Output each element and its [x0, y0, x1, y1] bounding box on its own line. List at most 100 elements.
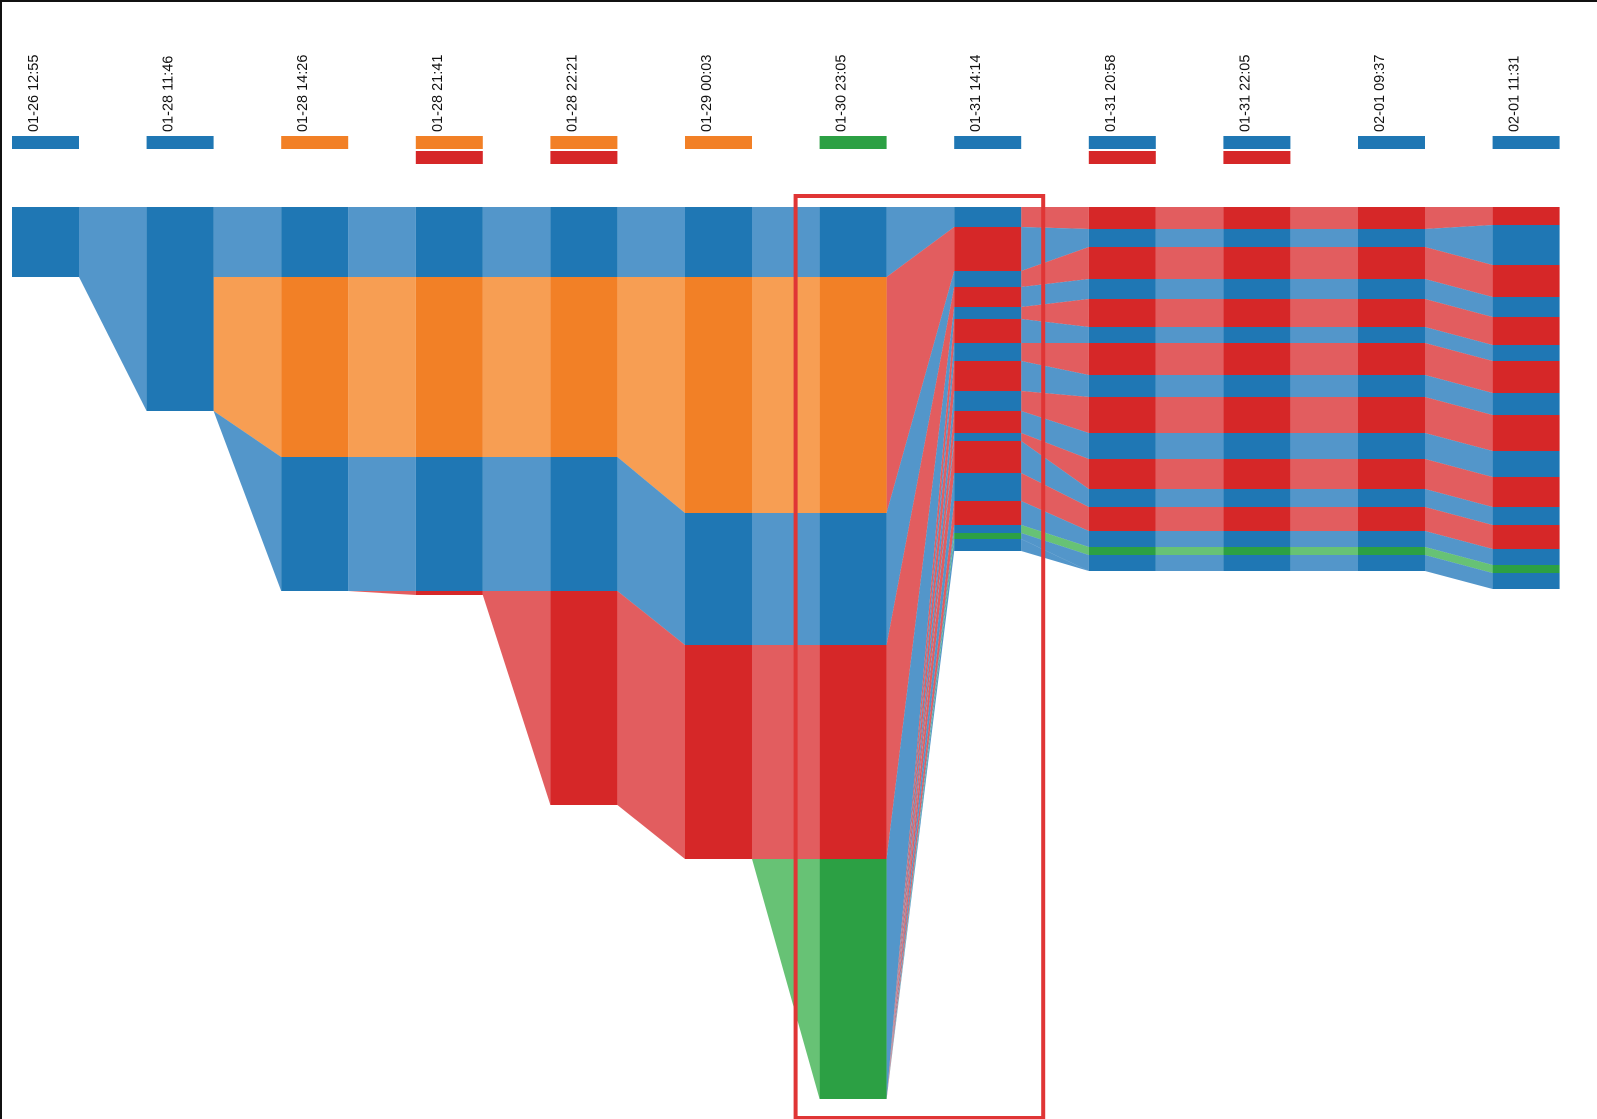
node-1-0 — [146, 207, 214, 277]
time-label-9: 01-31 22:05 — [1237, 55, 1253, 132]
node-9-4 — [1223, 299, 1291, 327]
flow-5-1 — [752, 277, 820, 513]
flow-9-2 — [1290, 247, 1358, 279]
flow-4-2 — [617, 457, 685, 645]
flow-8-5 — [1155, 327, 1224, 343]
flow-7-1 — [1021, 227, 1089, 271]
node-5-0 — [685, 207, 752, 277]
node-7-3 — [954, 287, 1022, 307]
flow-9-7 — [1290, 375, 1358, 397]
flow-10-14 — [1425, 547, 1493, 573]
flow-9-9 — [1290, 433, 1358, 459]
node-7-9 — [954, 411, 1022, 433]
node-7-8 — [954, 391, 1022, 411]
flow-6-7 — [886, 361, 955, 1099]
flow-7-0 — [1021, 207, 1089, 229]
node-9-15 — [1223, 555, 1291, 571]
node-10-5 — [1358, 327, 1425, 343]
time-label-4: 01-28 22:21 — [564, 55, 580, 132]
node-3-1 — [415, 277, 483, 457]
flow-9-12 — [1290, 507, 1358, 531]
node-11-6 — [1492, 361, 1560, 393]
flow-10-11 — [1425, 489, 1493, 525]
node-2-1 — [281, 277, 349, 457]
node-10-14 — [1358, 547, 1425, 555]
flow-6-6 — [886, 343, 955, 1099]
node-7-5 — [954, 319, 1022, 343]
legend-marker-3-0 — [415, 136, 483, 149]
legend-marker-11-0 — [1492, 136, 1560, 149]
node-7-2 — [954, 271, 1022, 287]
legend-marker-4-1 — [550, 151, 618, 164]
node-4-3 — [550, 591, 618, 805]
node-11-1 — [1492, 225, 1560, 265]
flow-9-1 — [1290, 229, 1358, 247]
legend-marker-6-0 — [819, 136, 887, 149]
flow-9-6 — [1290, 343, 1358, 375]
flow-6-15 — [886, 533, 955, 1099]
node-10-1 — [1358, 229, 1425, 247]
node-8-8 — [1088, 397, 1156, 433]
node-8-5 — [1088, 327, 1156, 343]
node-7-13 — [954, 501, 1022, 525]
flow-6-9 — [886, 411, 955, 1099]
legend-marker-5-0 — [685, 136, 752, 149]
time-label-11: 02-01 11:31 — [1507, 56, 1523, 132]
node-9-11 — [1223, 489, 1291, 507]
flow-0-1 — [79, 277, 147, 411]
flow-7-10 — [1021, 433, 1089, 489]
flow-10-3 — [1425, 279, 1493, 317]
node-10-9 — [1358, 433, 1425, 459]
node-10-4 — [1358, 299, 1425, 327]
legend-marker-7-0 — [954, 136, 1022, 149]
node-8-9 — [1088, 433, 1156, 459]
node-11-13 — [1492, 549, 1560, 565]
time-label-2: 01-28 14:26 — [295, 55, 311, 132]
node-5-3 — [685, 645, 752, 859]
flow-3-3 — [482, 591, 551, 805]
node-10-12 — [1358, 507, 1425, 531]
flow-7-3 — [1021, 279, 1089, 307]
node-8-6 — [1088, 343, 1156, 375]
legend-marker-8-0 — [1088, 136, 1156, 149]
node-6-1 — [819, 277, 887, 513]
flow-2-3 — [348, 591, 416, 595]
node-10-0 — [1358, 207, 1425, 229]
node-4-1 — [550, 277, 618, 457]
flow-10-9 — [1425, 433, 1493, 477]
flow-7-6 — [1021, 343, 1089, 375]
flow-9-13 — [1290, 531, 1358, 547]
flow-10-7 — [1425, 375, 1493, 415]
node-10-2 — [1358, 247, 1425, 279]
node-10-3 — [1358, 279, 1425, 299]
flow-7-2 — [1021, 247, 1089, 287]
flow-10-2 — [1425, 247, 1493, 297]
flow-10-13 — [1425, 531, 1493, 565]
node-6-2 — [819, 513, 887, 645]
node-9-2 — [1223, 247, 1291, 279]
flow-2-0 — [348, 207, 416, 277]
node-11-10 — [1492, 477, 1560, 507]
flow-10-1 — [1425, 225, 1493, 265]
legend-marker-8-1 — [1088, 151, 1156, 164]
node-0-0 — [12, 207, 79, 277]
flow-8-7 — [1155, 375, 1224, 397]
node-10-13 — [1358, 531, 1425, 547]
node-8-15 — [1088, 555, 1156, 571]
flow-6-10 — [886, 433, 955, 1099]
node-7-16 — [954, 539, 1022, 551]
flow-5-0 — [752, 207, 820, 277]
flow-3-1 — [482, 277, 551, 457]
flow-6-11 — [886, 441, 955, 1099]
flow-8-9 — [1155, 433, 1224, 459]
node-10-15 — [1358, 555, 1425, 571]
node-5-1 — [685, 277, 752, 513]
node-10-11 — [1358, 489, 1425, 507]
flow-7-5 — [1021, 319, 1089, 343]
node-8-13 — [1088, 531, 1156, 547]
node-2-0 — [281, 207, 349, 277]
node-11-11 — [1492, 507, 1560, 525]
flow-7-11 — [1021, 441, 1089, 507]
node-9-9 — [1223, 433, 1291, 459]
